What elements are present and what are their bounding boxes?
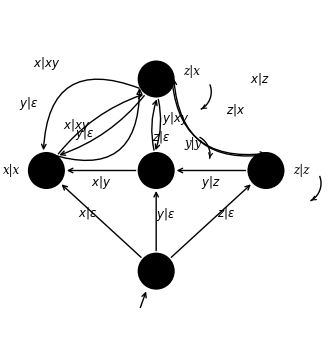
Text: y|y: y|y [184,136,201,150]
Text: w: w [150,72,162,86]
Text: $x|xy$: $x|xy$ [63,117,91,134]
Text: 1: 1 [152,264,160,278]
Text: $y|\varepsilon$: $y|\varepsilon$ [18,95,38,112]
Text: $z|x$: $z|x$ [226,102,245,118]
Text: $y|\varepsilon$: $y|\varepsilon$ [156,206,175,223]
Text: $y|z$: $y|z$ [201,174,221,191]
Text: $x|\varepsilon$: $x|\varepsilon$ [78,205,97,221]
Text: $y|xy$: $y|xy$ [162,110,189,128]
Circle shape [29,153,64,188]
Text: $x|y$: $x|y$ [91,174,112,191]
Text: x|x: x|x [3,164,20,177]
Circle shape [138,253,174,289]
Text: x: x [42,163,51,178]
Text: $z|\varepsilon$: $z|\varepsilon$ [217,205,236,221]
Circle shape [138,61,174,97]
Text: $x|xy$: $x|xy$ [33,55,60,72]
Text: $y|\varepsilon$: $y|\varepsilon$ [75,125,94,142]
Text: z: z [262,163,270,178]
Circle shape [138,153,174,188]
Text: z|z: z|z [293,164,309,177]
Circle shape [248,153,284,188]
Text: $x|z$: $x|z$ [250,71,270,87]
Text: $z|\varepsilon$: $z|\varepsilon$ [152,129,170,145]
Text: z|x: z|x [183,65,200,78]
Text: y: y [152,163,160,178]
